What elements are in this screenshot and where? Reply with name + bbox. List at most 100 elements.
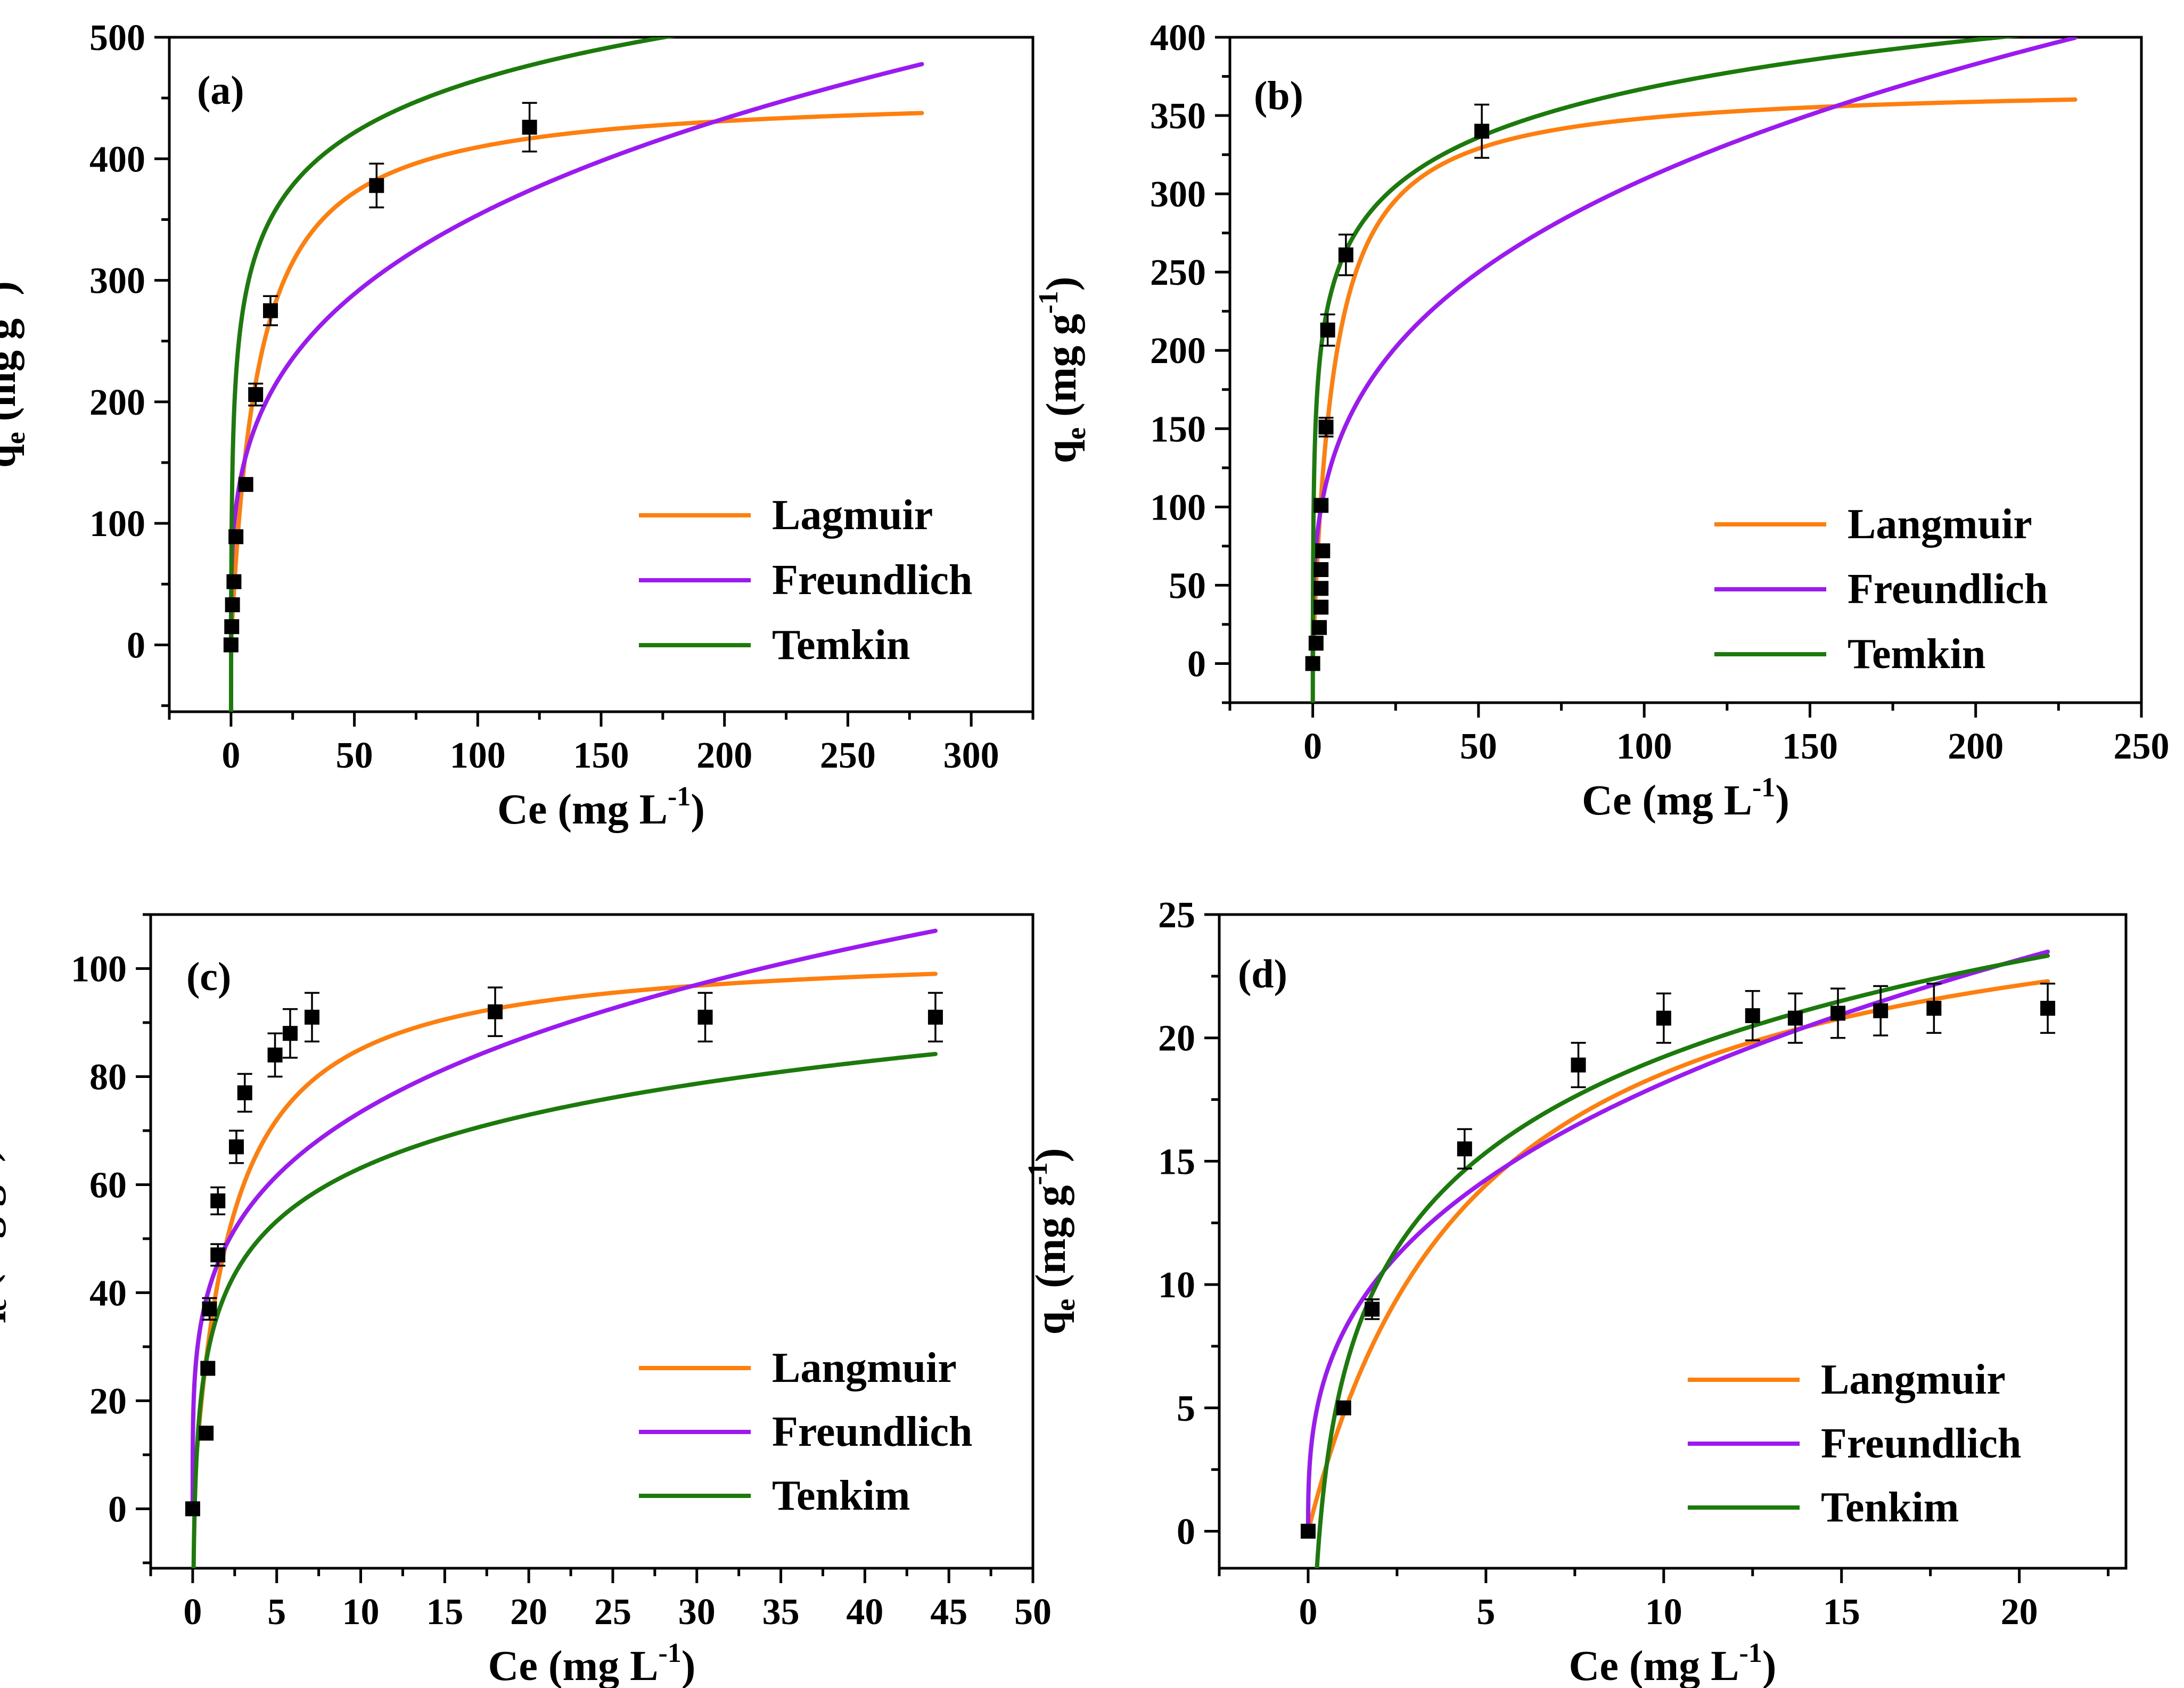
y-tick-label: 0 [108, 1489, 127, 1530]
x-tick-label: 150 [573, 735, 629, 776]
x-tick-label: 5 [1476, 1592, 1495, 1633]
x-tick-label: 20 [2001, 1592, 2038, 1633]
data-point [1787, 1010, 1803, 1026]
data-point [199, 1426, 214, 1441]
temkin-fit-curve [228, 37, 676, 712]
data-point [1308, 636, 1324, 651]
legend-label-freundlich: Freundlich [1848, 566, 2048, 613]
y-tick-label: 15 [1158, 1141, 1195, 1182]
data-point [185, 1501, 200, 1517]
y-tick-label: 100 [89, 504, 145, 545]
y-tick-label: 20 [89, 1381, 127, 1422]
data-point [369, 178, 384, 193]
x-tick-label: 150 [1782, 726, 1838, 767]
y-tick-label: 200 [89, 382, 145, 423]
x-tick-label: 50 [1460, 726, 1497, 767]
data-point [223, 637, 239, 653]
legend-label-langmuir: Langmuir [1848, 501, 2032, 548]
y-tick-label: 50 [1169, 565, 1206, 606]
y-tick-label: 300 [1150, 174, 1206, 215]
x-tick-label: 35 [762, 1592, 800, 1633]
data-point [1313, 581, 1329, 596]
legend-label-temkin: Temkin [772, 622, 910, 669]
x-tick-label: 20 [510, 1592, 547, 1633]
data-point [200, 1361, 216, 1376]
plot-frame [1218, 913, 2128, 1570]
y-tick-label: 400 [1150, 18, 1206, 59]
data-point [248, 387, 264, 402]
data-point [1365, 1302, 1380, 1317]
x-tick-label: 25 [594, 1592, 631, 1633]
x-axis-label: Ce (mg L-1) [1569, 1638, 1777, 1688]
temkin-fit-curve [191, 1051, 938, 1568]
y-tick-label: 0 [1177, 1511, 1195, 1552]
y-tick-label: 0 [1187, 644, 1206, 685]
legend-label-freundlich: Freundlich [1821, 1420, 2021, 1467]
x-axis-label: Ce (mg L-1) [1582, 772, 1789, 824]
y-tick-label: 100 [71, 949, 127, 990]
data-point [522, 119, 537, 135]
data-point [1312, 620, 1327, 635]
data-point [1315, 543, 1331, 558]
y-tick-label: 100 [1150, 487, 1206, 528]
data-point [1336, 1400, 1351, 1415]
x-tick-label: 0 [1299, 1592, 1317, 1633]
x-tick-label: 250 [820, 735, 876, 776]
y-tick-label: 400 [89, 139, 145, 180]
data-point [927, 1009, 943, 1025]
y-tick-label: 80 [89, 1057, 127, 1098]
y-tick-label: 250 [1150, 252, 1206, 293]
data-point [202, 1301, 217, 1316]
x-tick-label: 100 [450, 735, 506, 776]
data-point [228, 529, 244, 545]
data-point [237, 1085, 252, 1100]
data-point [267, 1047, 283, 1063]
x-tick-label: 15 [1823, 1592, 1860, 1633]
data-point [1457, 1141, 1472, 1157]
y-tick-label: 200 [1150, 331, 1206, 372]
data-point [1873, 1003, 1889, 1018]
y-tick-label: 300 [89, 261, 145, 302]
panel-tag: (d) [1238, 952, 1287, 997]
legend-label-langmuir: Langmuir [772, 1345, 957, 1391]
panel-tag: (a) [197, 68, 244, 113]
legend-label-freundlich: Freundlich [772, 557, 972, 604]
plot-frame [168, 36, 1034, 713]
x-tick-label: 0 [1303, 726, 1322, 767]
data-point [1313, 599, 1329, 615]
data-point [1318, 419, 1334, 435]
data-point [1830, 1006, 1846, 1021]
x-tick-label: 0 [221, 735, 240, 776]
freundlich-fit-curve [190, 928, 938, 1511]
x-tick-label: 300 [943, 735, 999, 776]
y-tick-label: 5 [1177, 1388, 1195, 1429]
x-tick-label: 5 [267, 1592, 286, 1633]
y-tick-label: 10 [1158, 1265, 1195, 1306]
x-tick-label: 50 [336, 735, 373, 776]
legend-label-langmuir: Lagmuir [772, 492, 933, 539]
data-point [1313, 498, 1329, 513]
y-tick-label: 350 [1150, 96, 1206, 137]
x-tick-label: 40 [846, 1592, 883, 1633]
x-tick-label: 0 [183, 1592, 202, 1633]
x-tick-label: 30 [678, 1592, 716, 1633]
legend-label-langmuir: Langmuir [1821, 1356, 2006, 1403]
data-point [697, 1009, 713, 1025]
y-axis-label: qe (mg g-1) [0, 1148, 12, 1335]
x-tick-label: 50 [1014, 1592, 1052, 1633]
x-tick-label: 250 [2114, 726, 2170, 767]
y-tick-label: 500 [89, 18, 145, 59]
data-point [1320, 323, 1335, 337]
x-tick-label: 45 [930, 1592, 967, 1633]
x-axis-label: Ce (mg L-1) [488, 1638, 696, 1688]
temkin-fit-curve [1310, 37, 2021, 703]
y-tick-label: 0 [127, 625, 145, 666]
data-point [1656, 1010, 1671, 1026]
y-axis-label: qe (mg g-1) [1033, 277, 1091, 464]
data-point [488, 1004, 503, 1019]
data-point [1474, 123, 1490, 139]
legend-label-temkin: Tenkim [1821, 1484, 1959, 1531]
x-tick-label: 200 [696, 735, 752, 776]
data-point [1571, 1057, 1586, 1073]
